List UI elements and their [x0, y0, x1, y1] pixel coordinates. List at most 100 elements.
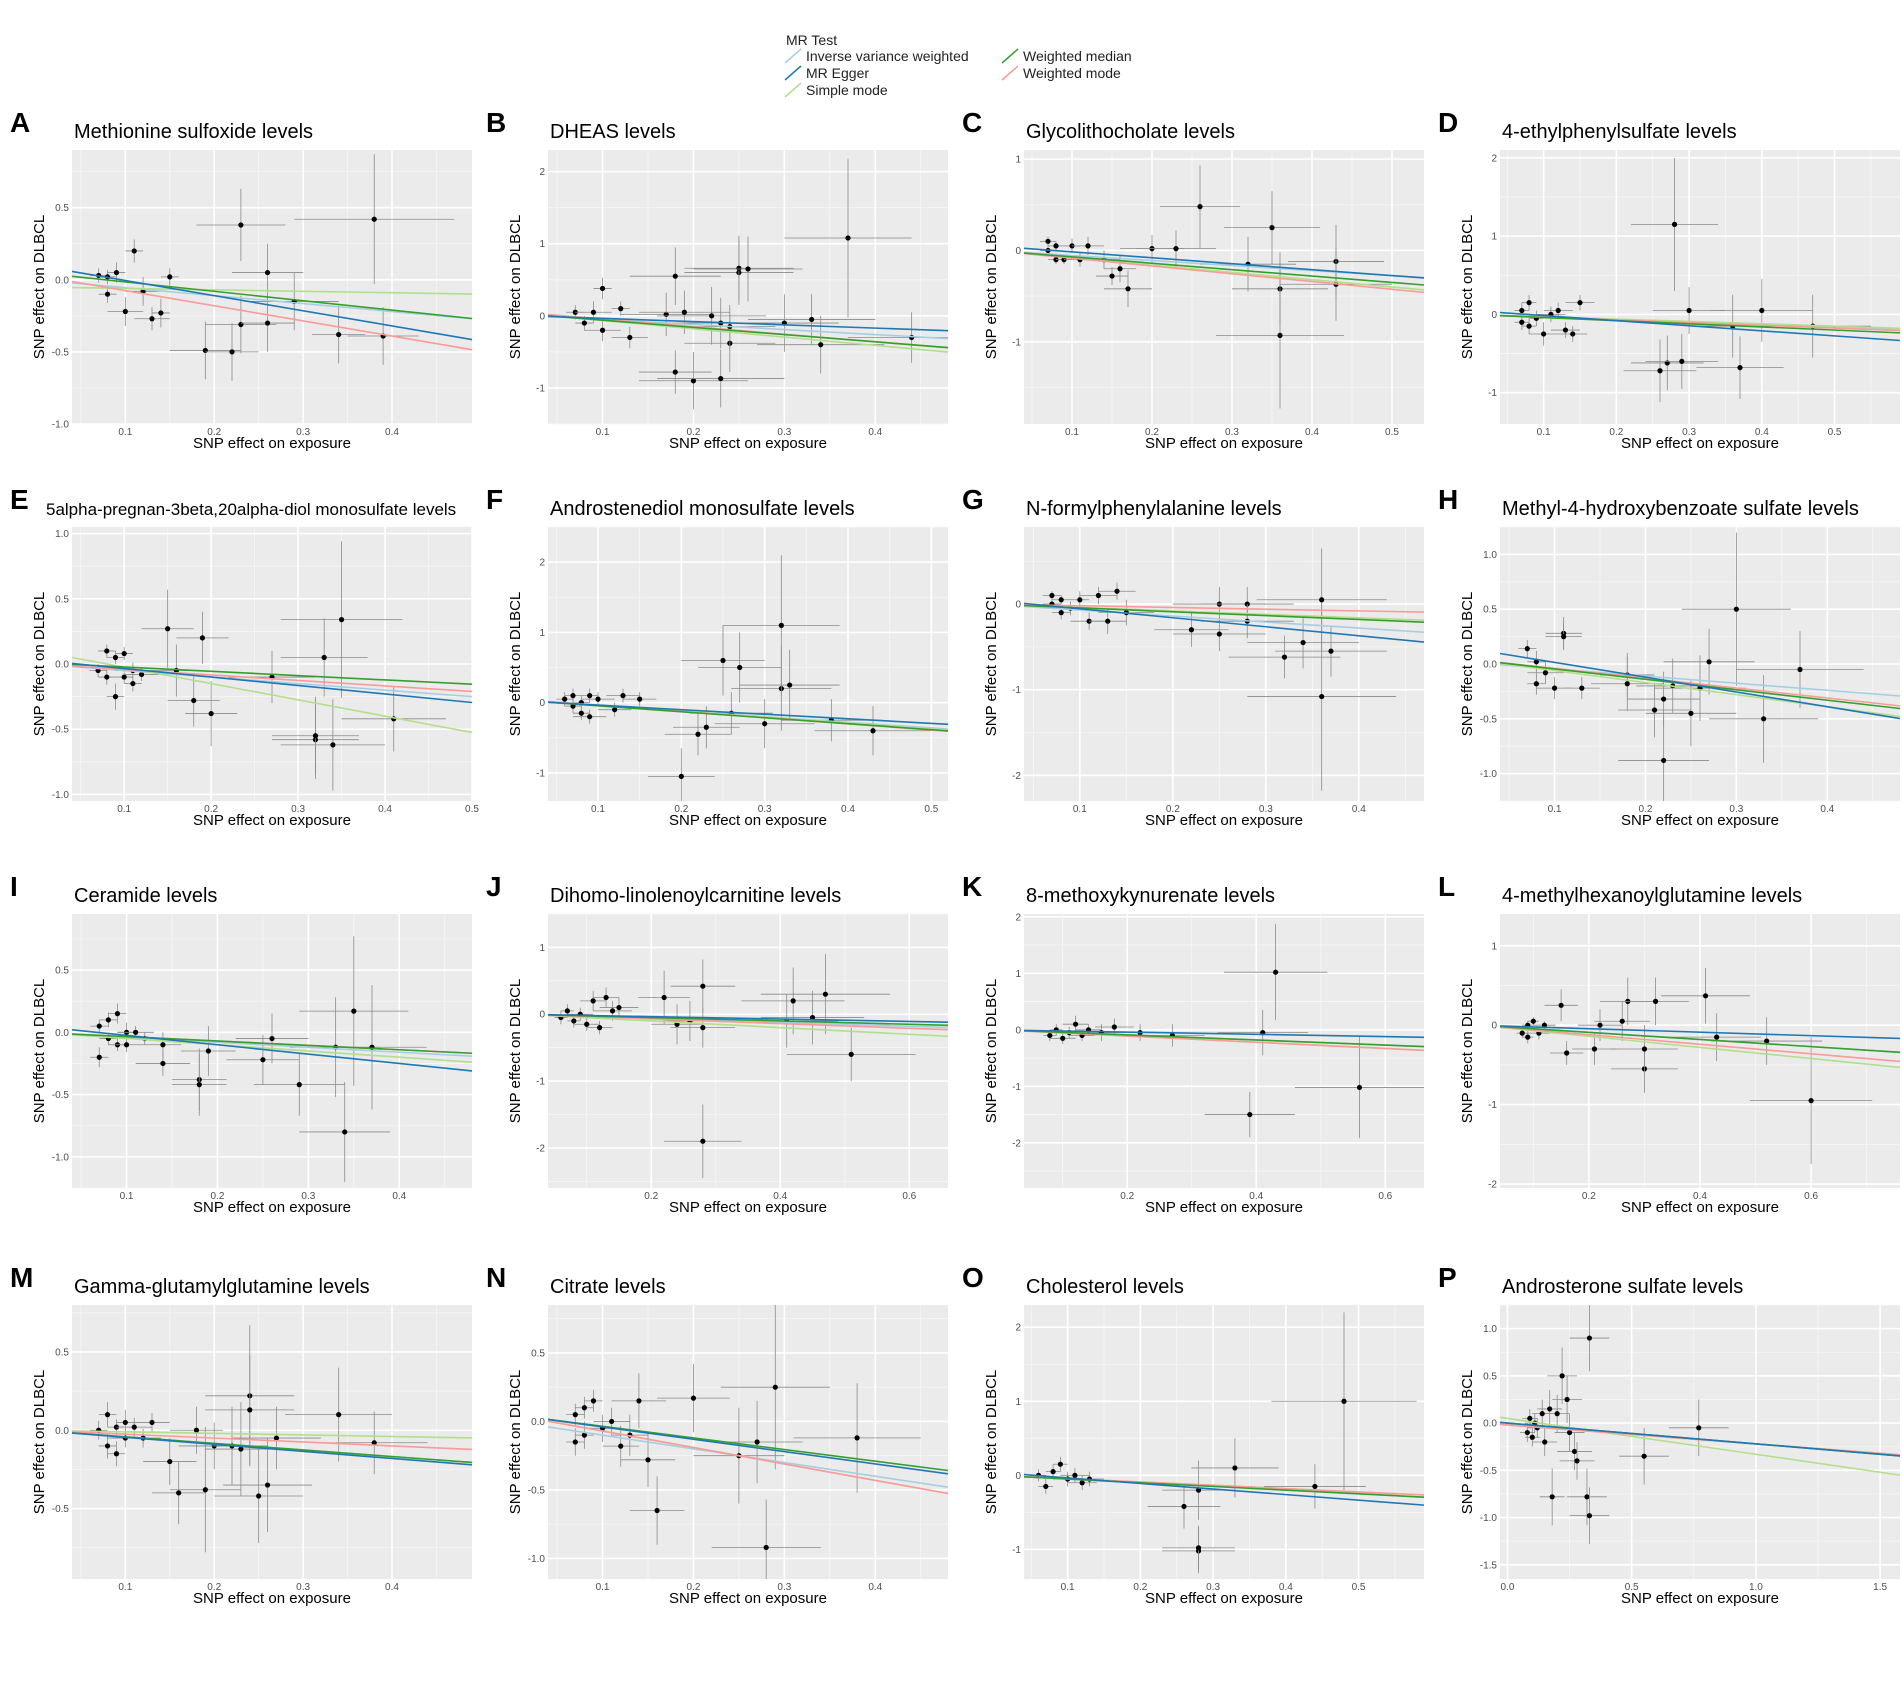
data-point	[1057, 1461, 1063, 1467]
data-point	[1525, 1034, 1531, 1040]
x-axis-label: SNP effect on exposure	[1145, 1199, 1303, 1216]
data-point	[336, 331, 342, 338]
y-tick-label: 0	[1015, 246, 1021, 257]
legend-item-weighted-mode: Weighted mode	[1001, 65, 1121, 81]
data-point	[700, 1138, 706, 1144]
panel-title: 4-ethylphenylsulfate levels	[1502, 121, 1737, 143]
panel-title: Androstenediol monosulfate levels	[550, 498, 855, 520]
panel-letter: N	[486, 1262, 506, 1293]
y-tick-label: 1	[1491, 232, 1497, 243]
panel-title: DHEAS levels	[550, 121, 676, 143]
data-point	[1524, 1429, 1530, 1436]
data-point	[1529, 1434, 1535, 1440]
data-point	[620, 693, 626, 699]
data-point	[1597, 1022, 1603, 1028]
x-tick-label: 0.2	[1609, 427, 1623, 438]
data-point	[1125, 286, 1131, 292]
data-point	[709, 313, 715, 319]
y-tick-label: -1	[1012, 1082, 1021, 1093]
x-axis-label: SNP effect on exposure	[1621, 1590, 1779, 1607]
y-tick-label: 1.0	[1483, 550, 1497, 561]
data-point	[572, 1412, 578, 1418]
mr-line-mr-egger	[1023, 1473, 1425, 1506]
data-point	[618, 306, 624, 312]
data-point	[1195, 1545, 1202, 1551]
legend-swatch-weighted-median	[1001, 48, 1019, 64]
x-tick-label: 0.4	[1305, 427, 1319, 438]
mr-line-mr-egger	[547, 1418, 949, 1475]
data-point	[1559, 1373, 1565, 1379]
data-point	[737, 664, 743, 671]
legend-swatch-mr-egger	[784, 65, 802, 81]
data-point	[1073, 1021, 1079, 1027]
data-point	[1619, 1018, 1625, 1024]
x-tick-label: 0.4	[1249, 1191, 1263, 1202]
y-tick-label: 0	[1015, 600, 1021, 611]
mr-line-mr-egger	[1023, 1029, 1425, 1039]
panel-letter: J	[486, 871, 502, 902]
panel-title: Methyl-4-hydroxybenzoate sulfate levels	[1502, 498, 1859, 520]
data-point	[690, 378, 697, 384]
data-point	[1733, 606, 1739, 612]
y-axis-label: SNP effect on DLBCL	[507, 1370, 524, 1515]
data-point	[1651, 707, 1658, 713]
x-tick-label: 0.2	[1133, 1582, 1147, 1593]
x-axis-label: SNP effect on exposure	[1621, 435, 1779, 452]
x-tick-label: 0.1	[1548, 804, 1562, 815]
legend-key-ivw	[784, 48, 802, 64]
y-axis-label: SNP effect on DLBCL	[1459, 215, 1476, 360]
panel-K: K 8-methoxykynurenate levels 0.2 0.4 0.6 -2 -1…	[962, 871, 1425, 1216]
panel-G: G N-formylphenylalanine levels 0.1 0.2 0.3 0.…	[962, 484, 1425, 829]
x-axis-label: SNP effect on exposure	[1621, 812, 1779, 829]
x-tick-label: 1.0	[1749, 1582, 1763, 1593]
y-axis-label: SNP effect on DLBCL	[983, 1370, 1000, 1515]
panel-E: E 5alpha-pregnan-3beta,20alpha-diol monos…	[10, 484, 479, 829]
panel-title: N-formylphenylalanine levels	[1026, 498, 1282, 520]
x-tick-label: 0.4	[378, 804, 392, 815]
y-axis-label: SNP effect on DLBCL	[31, 1370, 48, 1515]
data-point	[321, 654, 327, 661]
data-point	[1060, 1035, 1066, 1041]
data-point	[191, 697, 197, 704]
mr-line-weighted-median	[547, 701, 949, 732]
legend-item-mr-egger: MR Egger	[784, 65, 869, 81]
data-point	[1085, 243, 1091, 249]
mr-line-mr-egger	[1499, 311, 1901, 342]
data-point	[672, 273, 678, 279]
data-point	[1657, 368, 1663, 374]
data-point	[149, 1419, 155, 1426]
y-tick-label: -1.0	[528, 1554, 546, 1565]
panel-title: 5alpha-pregnan-3beta,20alpha-diol monosu…	[46, 500, 456, 519]
plot-background	[72, 1305, 472, 1579]
x-tick-label: 0.3	[301, 1191, 315, 1202]
data-point	[296, 1082, 302, 1088]
data-point	[627, 334, 633, 341]
data-point	[1049, 592, 1055, 599]
data-point	[637, 696, 643, 702]
data-point	[720, 657, 726, 664]
data-point	[104, 674, 110, 680]
mr-line-mr-egger	[1023, 602, 1425, 643]
y-tick-label: -2	[1012, 771, 1021, 782]
y-tick-label: -2	[1488, 1180, 1497, 1191]
panel-title: Glycolithocholate levels	[1026, 121, 1235, 143]
x-tick-label: 0.1	[118, 1582, 132, 1593]
x-axis-label: SNP effect on exposure	[669, 1199, 827, 1216]
mr-line-mr-egger	[547, 1013, 949, 1023]
x-tick-label: 0.0	[1501, 1582, 1515, 1593]
y-tick-label: -1.0	[52, 790, 70, 801]
y-axis-label: SNP effect on DLBCL	[507, 979, 524, 1124]
data-point	[1195, 1487, 1202, 1493]
legend-item-weighted-median: Weighted median	[1001, 48, 1132, 64]
data-point	[149, 316, 155, 322]
y-tick-label: -0.5	[1480, 1466, 1498, 1477]
data-point	[581, 1432, 587, 1438]
x-tick-label: 1.5	[1873, 1582, 1887, 1593]
y-tick-label: 1	[1015, 969, 1021, 980]
data-point	[1671, 221, 1678, 227]
data-point	[1519, 319, 1525, 325]
data-point	[238, 222, 244, 228]
x-tick-label: 0.2	[674, 804, 688, 815]
mr-line-weighted-median	[1023, 1030, 1425, 1048]
mr-line-weighted-mode	[1023, 1030, 1425, 1052]
